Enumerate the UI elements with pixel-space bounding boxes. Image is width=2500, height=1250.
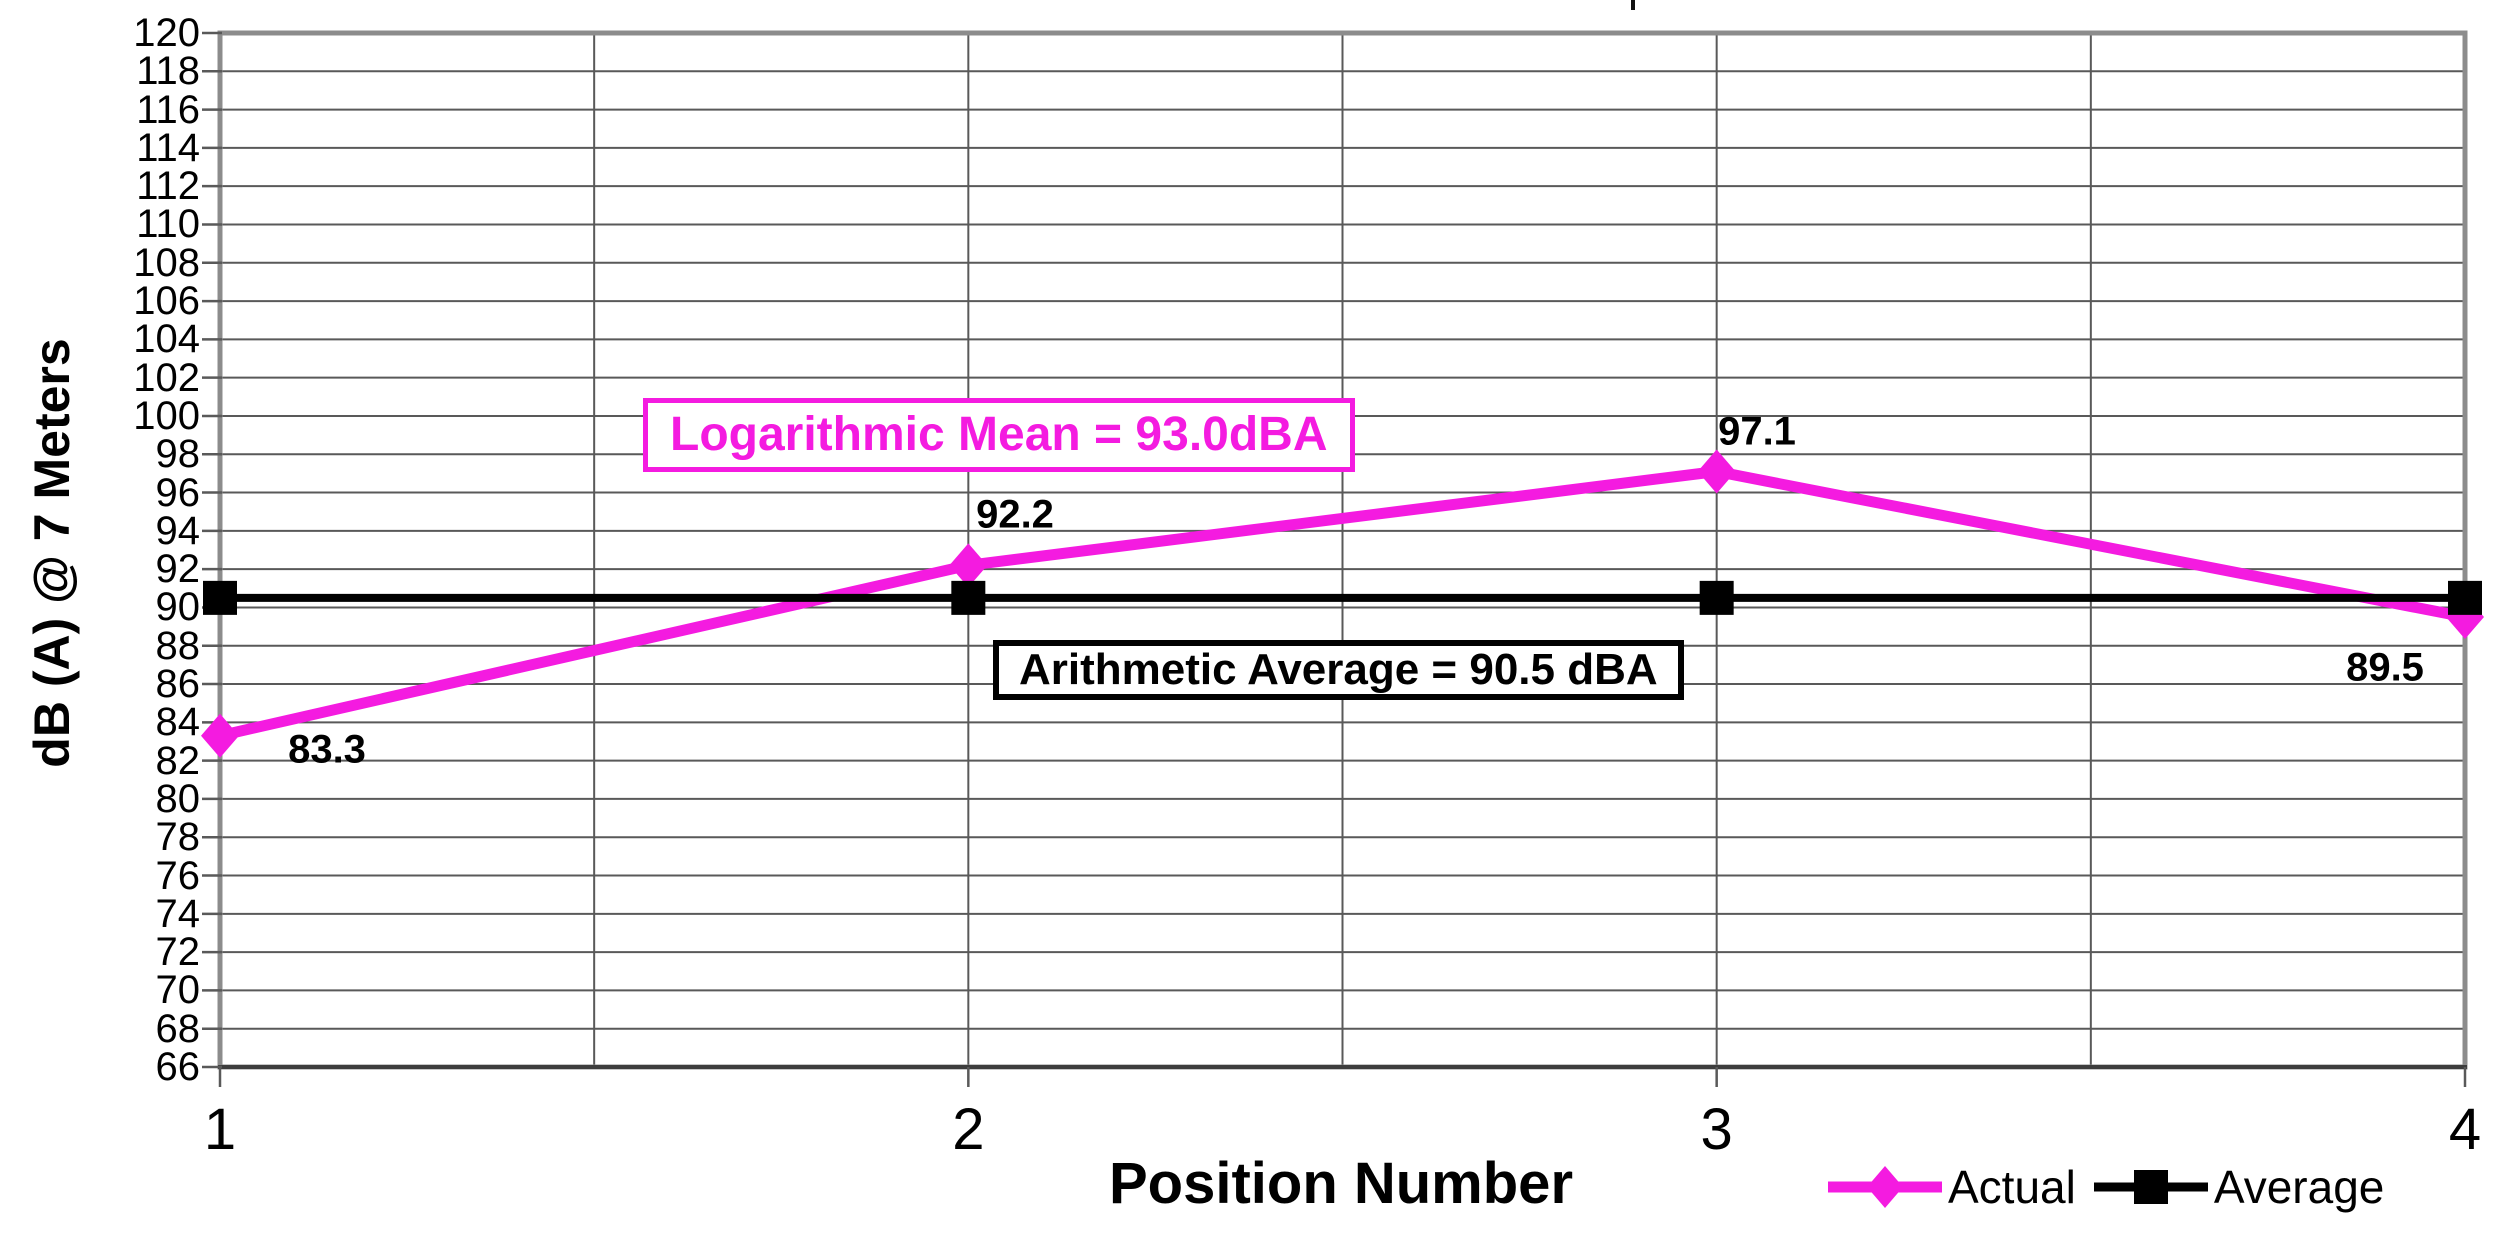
- clipped-title-mark: [1631, 0, 1635, 10]
- y-tick-label: 74: [155, 891, 201, 936]
- actual-diamond-marker: [1697, 449, 1736, 494]
- y-tick-label: 70: [155, 968, 201, 1013]
- legend-item-actual: Actual: [1828, 1152, 2076, 1222]
- y-tick-label: 110: [136, 202, 200, 247]
- y-tick-label: 114: [136, 125, 200, 170]
- data-label-3: 97.1: [1718, 409, 1796, 454]
- arithmetic-average-annotation: Arithmetic Average = 90.5 dBA: [993, 640, 1684, 700]
- y-tick-label: 82: [155, 738, 201, 783]
- x-tick-label: 4: [2448, 1097, 2482, 1162]
- y-tick-label: 80: [155, 776, 201, 821]
- actual-diamond-marker: [201, 713, 239, 758]
- legend-label-actual: Actual: [1948, 1161, 2076, 1213]
- legend-item-average: Average: [2093, 1152, 2385, 1222]
- legend: Actual Average: [1828, 1152, 2402, 1222]
- y-tick-label: 88: [155, 623, 201, 668]
- y-tick-label: 108: [133, 240, 200, 285]
- actual-series-line: [218, 465, 2467, 742]
- average-square-marker: [1699, 580, 1734, 615]
- y-tick-label: 100: [133, 393, 200, 438]
- y-tick-label: 104: [133, 317, 200, 362]
- y-tick-label: 66: [155, 1045, 201, 1089]
- y-tick-label: 72: [155, 930, 201, 975]
- y-tick-label: 78: [155, 815, 201, 860]
- average-square-marker: [203, 580, 237, 615]
- average-square-marker: [2448, 580, 2482, 615]
- average-series-swatch-icon: [2093, 1170, 2208, 1204]
- data-label-1: 83.3: [288, 727, 366, 772]
- x-axis-title: Position Number: [1108, 1151, 1574, 1216]
- x-tick-label: 2: [952, 1097, 985, 1162]
- data-label-4: 89.5: [2346, 645, 2424, 690]
- y-tick-label: 120: [133, 11, 200, 55]
- y-tick-label: 118: [136, 49, 200, 94]
- legend-label-average: Average: [2213, 1161, 2385, 1213]
- average-square-marker: [951, 580, 986, 615]
- actual-series-swatch-icon: [1828, 1166, 1942, 1208]
- y-tick-label: 96: [155, 470, 201, 515]
- y-tick-label: 102: [133, 355, 200, 400]
- x-tick-label: 3: [1700, 1097, 1733, 1162]
- actual-diamond-marker: [949, 543, 988, 588]
- y-tick-label: 106: [133, 279, 200, 324]
- data-label-2: 92.2: [976, 492, 1054, 537]
- logarithmic-mean-annotation: Logarithmic Mean = 93.0dBA: [643, 398, 1355, 472]
- y-tick-label: 86: [155, 662, 201, 707]
- y-axis-title: dB (A) @ 7 Meters: [24, 338, 80, 768]
- x-tick-label: 1: [203, 1097, 237, 1162]
- y-tick-label: 68: [155, 1006, 201, 1051]
- y-tick-label: 98: [155, 432, 201, 477]
- y-tick-label: 76: [155, 853, 201, 898]
- y-tick-label: 84: [155, 700, 201, 745]
- y-tick-label: 116: [136, 87, 200, 132]
- y-tick-label: 92: [155, 547, 201, 592]
- y-tick-label: 90: [155, 585, 201, 630]
- y-tick-label: 94: [155, 508, 201, 553]
- y-tick-label: 112: [136, 164, 200, 209]
